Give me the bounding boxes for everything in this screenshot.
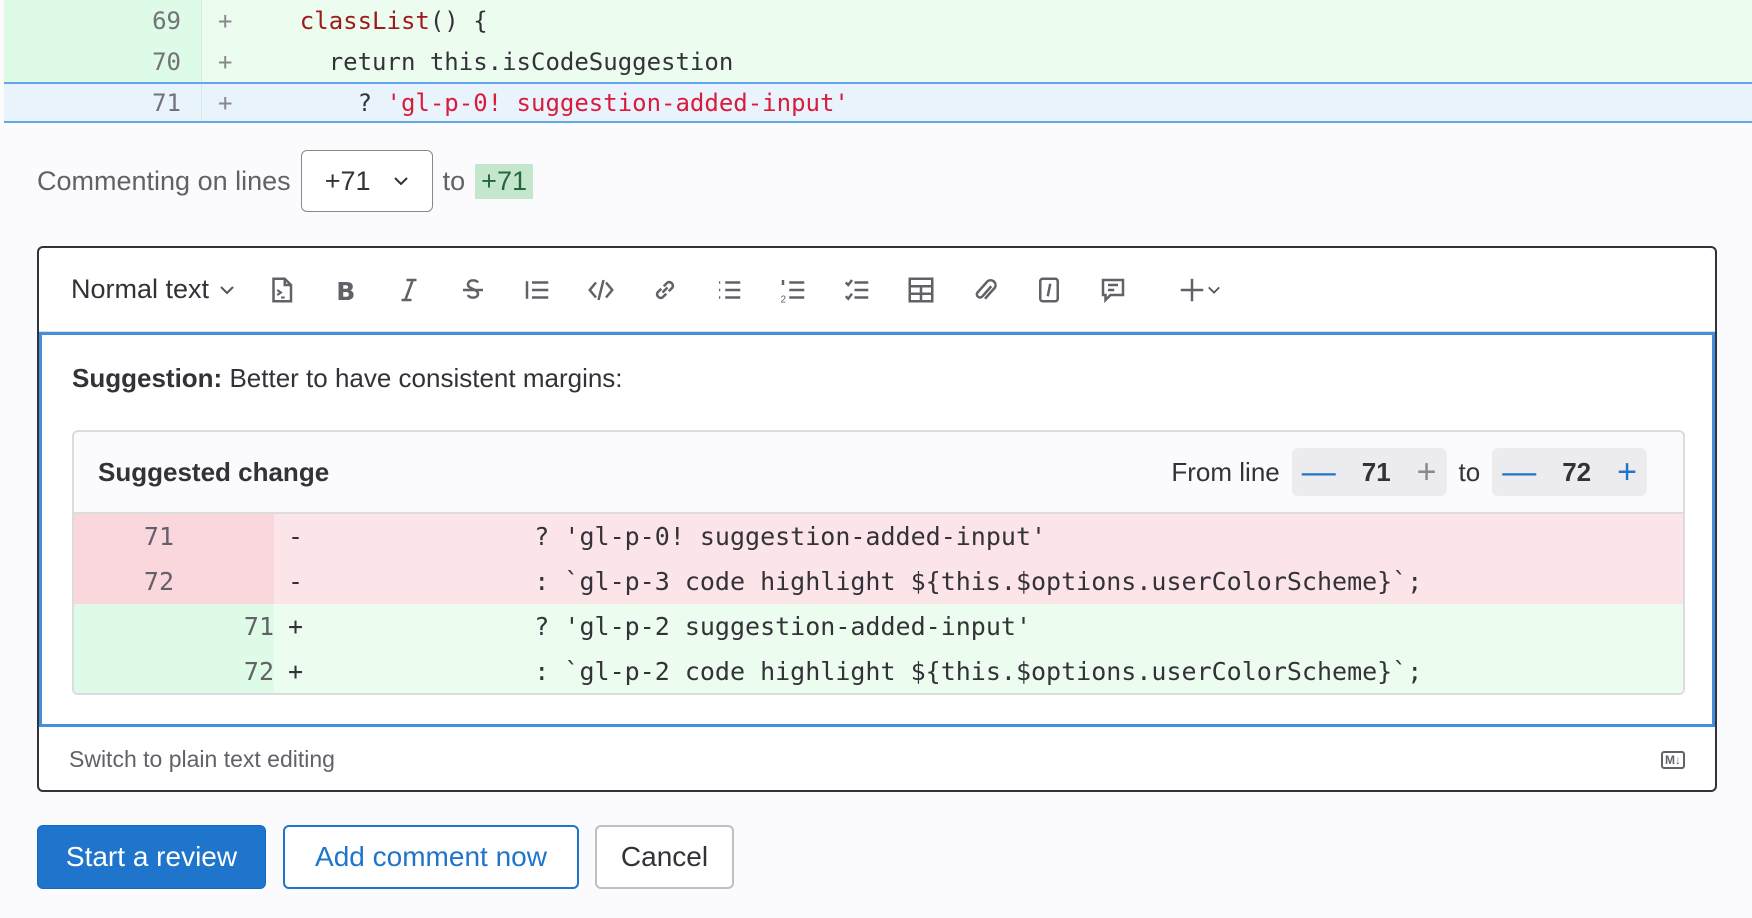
bullet-list-button[interactable] <box>697 270 761 310</box>
from-increment-button[interactable]: + <box>1416 453 1437 491</box>
text-style-label: Normal text <box>71 274 210 304</box>
commenting-lines-bar: Commenting on lines +71 to +71 <box>37 150 533 212</box>
code-indent <box>242 89 358 117</box>
numbered-list-button[interactable]: 2 <box>761 270 825 310</box>
from-line-label: From line <box>1171 456 1280 487</box>
cancel-button[interactable]: Cancel <box>595 825 734 889</box>
italic-icon <box>401 278 417 301</box>
code-line: ? 'gl-p-2 suggestion-added-input' <box>444 612 1031 641</box>
comment-icon <box>1101 278 1125 303</box>
to-decrement-button[interactable]: — <box>1502 453 1537 491</box>
from-line-value: 71 <box>1361 456 1391 487</box>
table-icon <box>908 277 934 302</box>
code-token: classList <box>299 6 430 35</box>
blockquote-button[interactable] <box>505 270 569 310</box>
suggestion-diff-row: 72 - : `gl-p-3 code highlight ${this.$opt… <box>74 559 1683 604</box>
code-token: () { <box>429 6 488 35</box>
suggestion-diff-row: 71 - ? 'gl-p-0! suggestion-added-input' <box>74 514 1683 559</box>
quick-action-button[interactable] <box>1017 270 1081 310</box>
code-token: 'gl-p-0! suggestion-added-input' <box>386 88 849 117</box>
line-number[interactable]: 70 <box>4 41 202 82</box>
diff-sign: + <box>218 6 233 35</box>
more-plus-icon <box>1180 278 1204 301</box>
diff-sign: + <box>288 657 304 686</box>
strikethrough-button[interactable] <box>441 270 505 310</box>
switch-plain-text-link[interactable]: Switch to plain text editing <box>69 746 335 772</box>
text-style-dropdown[interactable]: Normal text <box>71 274 235 305</box>
bold-icon: B <box>336 277 355 305</box>
task-list-icon <box>844 278 869 301</box>
chevron-down-icon <box>393 177 408 186</box>
diff-sign: - <box>288 522 304 551</box>
insert-code-button[interactable] <box>249 270 313 310</box>
numbered-list-icon: 2 <box>781 279 805 305</box>
chevron-down-icon <box>1208 286 1220 294</box>
add-comment-now-button[interactable]: Add comment now <box>283 825 579 889</box>
end-line-badge: +71 <box>475 163 533 199</box>
code-line: ? 'gl-p-0! suggestion-added-input' <box>444 522 1047 551</box>
insert-code-icon <box>272 277 293 302</box>
markdown-icon: M↓ <box>1661 750 1685 769</box>
attach-icon <box>975 278 997 300</box>
commenting-label: Commenting on lines <box>37 165 291 196</box>
link-button[interactable] <box>633 270 697 310</box>
chevron-down-icon <box>220 285 234 294</box>
old-line-number: 71 <box>143 522 174 551</box>
diff-line[interactable]: 70 + return this.isCodeSuggestion <box>4 41 1752 82</box>
from-line-stepper: — 71 + <box>1291 448 1447 496</box>
code-button[interactable] <box>569 270 633 310</box>
old-line-number: 72 <box>143 567 174 596</box>
diff-sign: + <box>218 47 233 76</box>
start-line-select[interactable]: +71 <box>300 150 433 212</box>
code-line: : `gl-p-2 code highlight ${this.$options… <box>444 657 1423 686</box>
start-line-value: +71 <box>324 165 371 196</box>
table-button[interactable] <box>889 270 953 310</box>
start-review-button[interactable]: Start a review <box>37 825 266 889</box>
to-line-stepper: — 72 + <box>1492 448 1647 496</box>
code-icon <box>588 279 614 300</box>
diff-sign: + <box>288 612 304 641</box>
editor-footer: Switch to plain text editing M↓ <box>39 727 1715 790</box>
code-token: ? <box>357 88 387 117</box>
to-line-label: to <box>1458 456 1481 487</box>
editor-toolbar: Normal text B 2 <box>39 248 1715 332</box>
to-increment-button[interactable]: + <box>1617 453 1637 491</box>
link-icon <box>655 280 675 299</box>
to-line-value: 72 <box>1562 456 1592 487</box>
diff-sign: - <box>288 567 304 596</box>
italic-button[interactable] <box>377 270 441 310</box>
suggested-change-header: Suggested change From line — 71 + to — 7… <box>74 432 1683 514</box>
code-token: return this.isCodeSuggestion <box>328 47 734 76</box>
strikethrough-icon <box>463 278 484 299</box>
code-indent <box>242 48 329 76</box>
suggestion-text: Suggestion: Better to have consistent ma… <box>72 363 623 393</box>
svg-text:2: 2 <box>781 294 787 305</box>
code-line: : `gl-p-3 code highlight ${this.$options… <box>444 567 1423 596</box>
suggestion-diff-row: 72 + : `gl-p-2 code highlight ${this.$opt… <box>74 649 1683 693</box>
suggested-change-title: Suggested change <box>98 456 330 487</box>
code-indent <box>242 7 300 35</box>
bullet-list-icon <box>719 280 741 299</box>
diff-line[interactable]: 71 + ? 'gl-p-0! suggestion-added-input' <box>4 82 1752 123</box>
task-list-button[interactable] <box>825 270 889 310</box>
new-line-number: 71 <box>243 612 274 641</box>
line-number[interactable]: 71 <box>4 84 202 121</box>
diff-line[interactable]: 69 + classList() { <box>4 0 1752 41</box>
comment-button[interactable] <box>1081 270 1145 310</box>
diff-sign: + <box>218 88 233 117</box>
blockquote-icon <box>525 280 549 299</box>
suggested-change-block: Suggested change From line — 71 + to — 7… <box>72 430 1685 695</box>
attach-button[interactable] <box>953 270 1017 310</box>
bold-button[interactable]: B <box>313 270 377 310</box>
more-plus-button[interactable] <box>1159 270 1239 310</box>
new-line-number: 72 <box>243 657 274 686</box>
line-number[interactable]: 69 <box>4 0 202 41</box>
svg-text:B: B <box>336 277 355 305</box>
comment-editor: Normal text B 2 Suggestion: Better to hav… <box>37 246 1717 792</box>
quick-action-icon <box>1039 277 1060 302</box>
from-decrement-button[interactable]: — <box>1301 453 1336 491</box>
to-label: to <box>442 165 466 196</box>
suggestion-diff-row: 71 + ? 'gl-p-2 suggestion-added-input' <box>74 604 1683 649</box>
editor-content[interactable]: Suggestion: Better to have consistent ma… <box>39 332 1715 727</box>
